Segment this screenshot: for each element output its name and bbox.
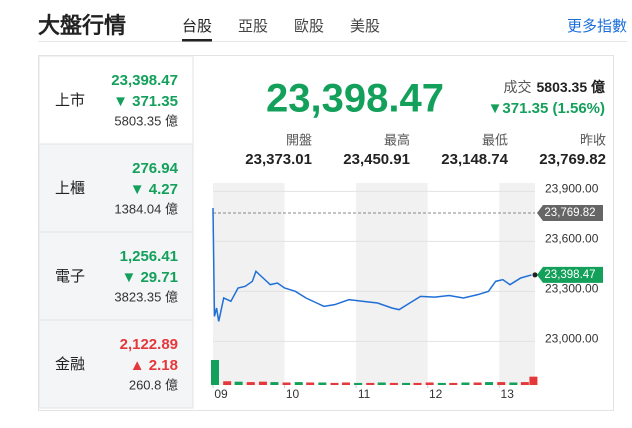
y-tick-label: 23,300.00 <box>545 282 599 296</box>
market-price: 23,398.47 <box>111 72 178 89</box>
volume-label: 成交 <box>504 79 532 95</box>
volume-bar <box>497 382 506 385</box>
y-tick-label: 23,900.00 <box>545 182 599 196</box>
volume-bar <box>246 382 255 385</box>
volume-bar <box>318 382 327 385</box>
market-name: 上市 <box>55 92 85 109</box>
market-row[interactable] <box>38 55 194 145</box>
volume-bar <box>437 382 446 385</box>
tab[interactable]: 美股 <box>350 18 380 35</box>
market-change: ▼ 371.35 <box>113 93 178 110</box>
more-link[interactable]: 更多指數 <box>567 18 627 35</box>
x-tick-label: 10 <box>286 387 300 401</box>
volume-bar <box>389 382 398 385</box>
volume-bar <box>461 382 470 385</box>
stat-label: 昨收 <box>580 132 606 147</box>
market-change: ▼ 4.27 <box>130 181 178 198</box>
market-name: 電子 <box>55 268 85 285</box>
stat-value: 23,148.74 <box>441 151 508 168</box>
market-row[interactable] <box>38 319 194 409</box>
stat-value: 23,450.91 <box>343 151 410 168</box>
session-band <box>499 183 535 385</box>
volume-value: 5803.35 億 <box>537 79 606 95</box>
tab[interactable]: 亞股 <box>238 18 268 35</box>
tab[interactable]: 台股 <box>182 18 212 35</box>
volume-bar <box>485 382 494 385</box>
market-row[interactable] <box>38 231 194 321</box>
stat-label: 最高 <box>384 132 410 147</box>
market-volume: 1384.04 億 <box>114 201 178 216</box>
stat-value: 23,373.01 <box>245 151 312 168</box>
market-volume: 5803.35 億 <box>114 113 178 128</box>
tab-underline <box>182 39 212 42</box>
last-label: 23,398.47 <box>544 269 595 281</box>
stat-label: 最低 <box>482 132 508 147</box>
title: 大盤行情 <box>38 13 126 38</box>
volume-bar <box>211 360 219 385</box>
price-line <box>212 207 532 322</box>
volume-bar <box>258 381 267 385</box>
quote-change: ▼371.35 (1.56%) <box>488 100 605 117</box>
x-tick-label: 13 <box>501 387 515 401</box>
stat-value: 23,769.82 <box>539 151 606 168</box>
last-dot <box>532 272 538 278</box>
market-price: 276.94 <box>132 160 179 177</box>
volume-bar <box>449 382 458 385</box>
volume-bar <box>402 382 411 385</box>
quote-volume: 成交 5803.35 億 <box>504 79 606 95</box>
market-price: 2,122.89 <box>120 336 178 353</box>
volume-bar <box>282 382 291 385</box>
volume-bar <box>520 382 529 385</box>
volume-bar <box>330 382 339 385</box>
market-volume: 260.8 億 <box>129 377 178 392</box>
volume-bar <box>509 382 518 385</box>
volume-bar <box>294 382 303 385</box>
volume-bar <box>366 382 375 385</box>
volume-bar <box>529 376 538 385</box>
prev-close-label: 23,769.82 <box>544 207 595 219</box>
market-name: 金融 <box>55 356 85 373</box>
market-volume: 3823.35 億 <box>114 289 178 304</box>
prev-close-tag <box>537 205 603 222</box>
session-band <box>356 183 428 385</box>
volume-bar <box>425 382 434 385</box>
volume-bar <box>377 382 386 385</box>
market-change: ▼ 29.71 <box>121 269 178 286</box>
volume-bar <box>473 382 482 385</box>
x-tick-label: 11 <box>358 387 371 401</box>
x-tick-label: 09 <box>214 387 228 401</box>
market-change: ▲ 2.18 <box>130 357 178 374</box>
volume-bar <box>354 382 363 385</box>
stat-label: 開盤 <box>286 132 312 147</box>
volume-bar <box>223 381 232 385</box>
volume-bar <box>413 382 422 385</box>
x-tick-label: 12 <box>429 387 443 401</box>
quote-price: 23,398.47 <box>266 77 444 121</box>
tab[interactable]: 歐股 <box>294 18 324 35</box>
y-tick-label: 23,600.00 <box>545 232 599 246</box>
volume-bar <box>270 382 279 385</box>
y-tick-label: 23,000.00 <box>545 332 599 346</box>
market-name: 上櫃 <box>55 180 85 197</box>
last-tag <box>537 266 603 283</box>
volume-bar <box>234 381 243 385</box>
volume-bar <box>341 382 350 385</box>
volume-bar <box>306 382 315 385</box>
market-price: 1,256.41 <box>120 248 178 265</box>
